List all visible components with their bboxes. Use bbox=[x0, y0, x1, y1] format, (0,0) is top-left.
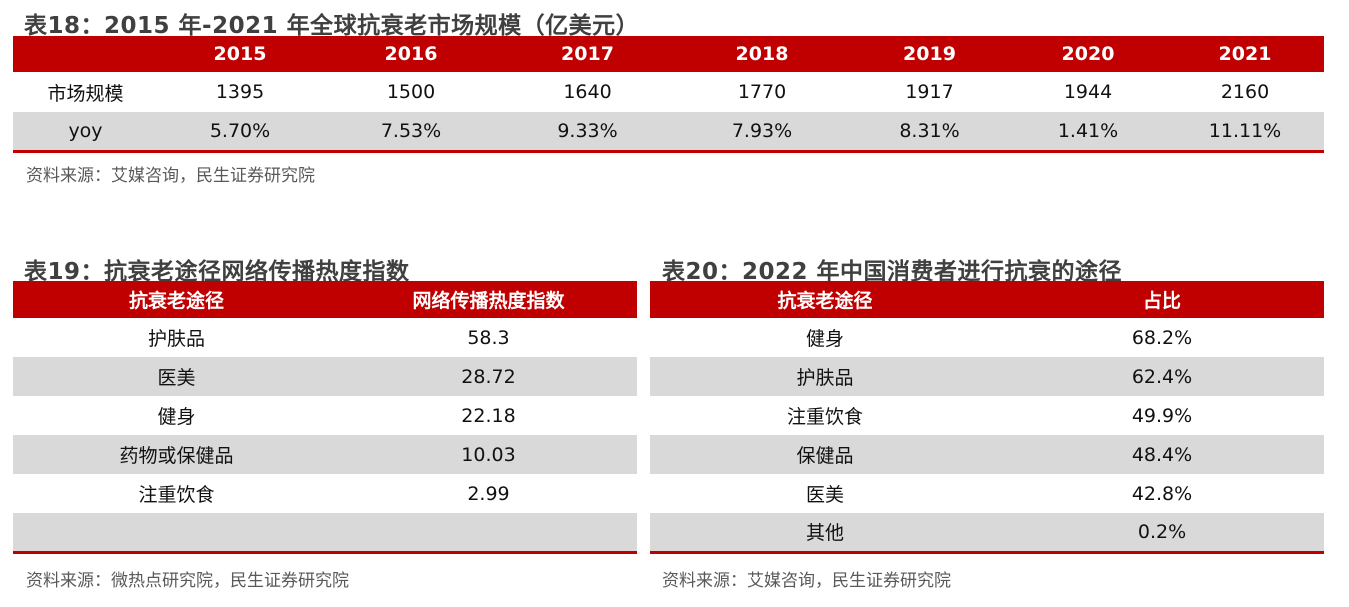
cell: 5.70% bbox=[158, 112, 322, 151]
market-size-table: 2015 2016 2017 2018 2019 2020 2021 市场规模 … bbox=[13, 36, 1324, 153]
table-row: 健身 22.18 bbox=[13, 396, 637, 435]
table-row: 保健品 48.4% bbox=[650, 435, 1324, 474]
table-row: 药物或保健品 10.03 bbox=[13, 435, 637, 474]
value-cell: 68.2% bbox=[1000, 318, 1324, 357]
table20-title: 表20：2022 年中国消费者进行抗衰的途径 bbox=[662, 259, 1123, 285]
path-cell: 健身 bbox=[650, 318, 1000, 357]
table19-title: 表19：抗衰老途径网络传播热度指数 bbox=[24, 259, 410, 285]
row-label: yoy bbox=[13, 112, 158, 151]
path-cell: 注重饮食 bbox=[650, 396, 1000, 435]
value-cell: 42.8% bbox=[1000, 474, 1324, 513]
value-cell bbox=[340, 513, 637, 552]
table-row: 注重饮食 2.99 bbox=[13, 474, 637, 513]
cell: 1395 bbox=[158, 72, 322, 112]
header-cell: 抗衰老途径 bbox=[13, 281, 340, 318]
path-cell: 护肤品 bbox=[650, 357, 1000, 396]
header-cell: 抗衰老途径 bbox=[650, 281, 1000, 318]
cell: 1640 bbox=[500, 72, 675, 112]
header-cell: 2016 bbox=[322, 36, 500, 72]
header-row: 抗衰老途径 占比 bbox=[650, 281, 1324, 318]
cell: 9.33% bbox=[500, 112, 675, 151]
cell: 1.41% bbox=[1010, 112, 1166, 151]
path-cell: 医美 bbox=[650, 474, 1000, 513]
path-cell: 护肤品 bbox=[13, 318, 340, 357]
value-cell: 48.4% bbox=[1000, 435, 1324, 474]
value-cell: 2.99 bbox=[340, 474, 637, 513]
cell: 1917 bbox=[849, 72, 1010, 112]
spread-index-table: 抗衰老途径 网络传播热度指数 护肤品 58.3 医美 28.72 健身 22.18 药物或保… bbox=[13, 281, 637, 554]
header-cell: 占比 bbox=[1000, 281, 1324, 318]
header-row: 抗衰老途径 网络传播热度指数 bbox=[13, 281, 637, 318]
table-row: 护肤品 62.4% bbox=[650, 357, 1324, 396]
value-cell: 22.18 bbox=[340, 396, 637, 435]
header-cell: 2017 bbox=[500, 36, 675, 72]
path-cell: 其他 bbox=[650, 513, 1000, 552]
table-row: 医美 28.72 bbox=[13, 357, 637, 396]
path-cell: 健身 bbox=[13, 396, 340, 435]
value-cell: 0.2% bbox=[1000, 513, 1324, 552]
row-label: 市场规模 bbox=[13, 72, 158, 112]
header-cell: 2020 bbox=[1010, 36, 1166, 72]
value-cell: 49.9% bbox=[1000, 396, 1324, 435]
path-cell bbox=[13, 513, 340, 552]
table-row: 医美 42.8% bbox=[650, 474, 1324, 513]
header-cell: 2021 bbox=[1166, 36, 1324, 72]
table-row: 健身 68.2% bbox=[650, 318, 1324, 357]
table-row: 护肤品 58.3 bbox=[13, 318, 637, 357]
table18-source: 资料来源：艾媒咨询，民生证券研究院 bbox=[26, 166, 315, 186]
table19-source: 资料来源：微热点研究院，民生证券研究院 bbox=[26, 571, 349, 591]
header-row: 2015 2016 2017 2018 2019 2020 2021 bbox=[13, 36, 1324, 72]
value-cell: 58.3 bbox=[340, 318, 637, 357]
header-cell: 2018 bbox=[675, 36, 849, 72]
table-row: 注重饮食 49.9% bbox=[650, 396, 1324, 435]
value-cell: 62.4% bbox=[1000, 357, 1324, 396]
cell: 7.53% bbox=[322, 112, 500, 151]
consumer-path-table: 抗衰老途径 占比 健身 68.2% 护肤品 62.4% 注重饮食 49.9% 保健品 48.4… bbox=[650, 281, 1324, 554]
path-cell: 医美 bbox=[13, 357, 340, 396]
header-cell: 网络传播热度指数 bbox=[340, 281, 637, 318]
value-cell: 10.03 bbox=[340, 435, 637, 474]
cell: 7.93% bbox=[675, 112, 849, 151]
table20-source: 资料来源：艾媒咨询，民生证券研究院 bbox=[662, 571, 951, 591]
header-cell bbox=[13, 36, 158, 72]
path-cell: 注重饮食 bbox=[13, 474, 340, 513]
path-cell: 药物或保健品 bbox=[13, 435, 340, 474]
table-row: 其他 0.2% bbox=[650, 513, 1324, 552]
table-row bbox=[13, 513, 637, 552]
cell: 1500 bbox=[322, 72, 500, 112]
header-cell: 2015 bbox=[158, 36, 322, 72]
table18-title: 表18：2015 年-2021 年全球抗衰老市场规模（亿美元） bbox=[24, 13, 640, 39]
cell: 1944 bbox=[1010, 72, 1166, 112]
header-cell: 2019 bbox=[849, 36, 1010, 72]
cell: 8.31% bbox=[849, 112, 1010, 151]
table-row: 市场规模 1395 1500 1640 1770 1917 1944 2160 bbox=[13, 72, 1324, 112]
cell: 1770 bbox=[675, 72, 849, 112]
path-cell: 保健品 bbox=[650, 435, 1000, 474]
table-row: yoy 5.70% 7.53% 9.33% 7.93% 8.31% 1.41% … bbox=[13, 112, 1324, 151]
cell: 2160 bbox=[1166, 72, 1324, 112]
value-cell: 28.72 bbox=[340, 357, 637, 396]
cell: 11.11% bbox=[1166, 112, 1324, 151]
